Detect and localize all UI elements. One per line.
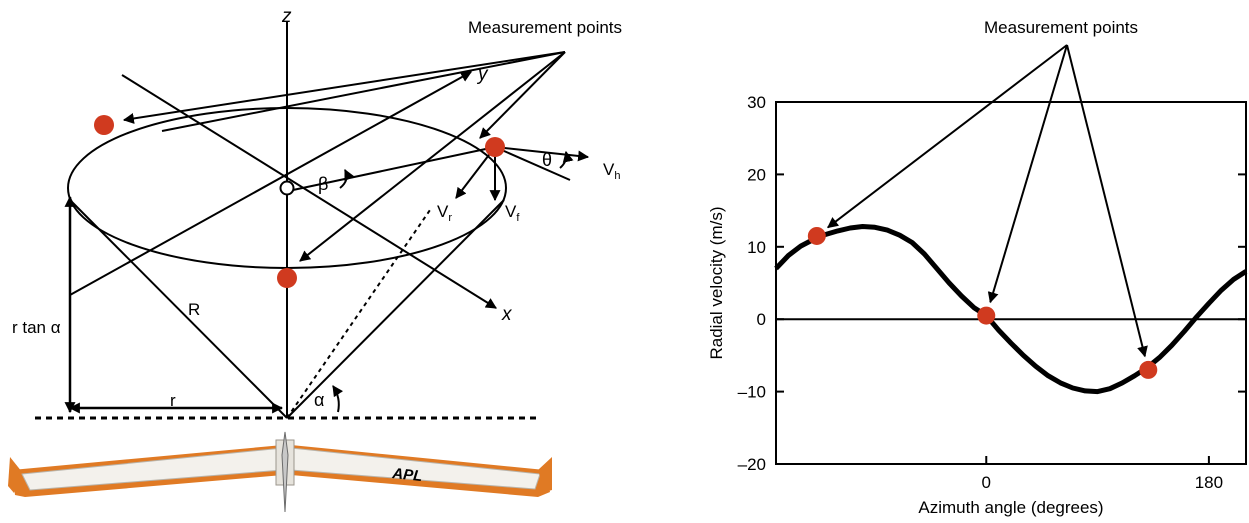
x-ticks: 0 180 [982, 456, 1223, 492]
callout-arrow-4 [161, 51, 566, 132]
r-label: r [170, 391, 176, 410]
dashed-beam-line [286, 209, 431, 419]
aircraft-image: APL [8, 431, 552, 513]
plot-frame [775, 101, 1247, 465]
y-tick-label: 0 [757, 310, 766, 329]
measurement-points [807, 226, 1158, 379]
aircraft-winglet-right [538, 457, 552, 492]
y-tick-label: 20 [747, 165, 766, 184]
x-axis [121, 74, 497, 309]
cone-line-right [286, 199, 505, 419]
callout-arrow-1 [122, 51, 566, 124]
measurement-points-label: Measurement points [468, 18, 622, 37]
x-axis-title: Azimuth angle (degrees) [918, 498, 1103, 517]
callout-arrow [987, 44, 1068, 304]
callout-arrow [1066, 44, 1148, 358]
y-tick-label: –20 [738, 455, 766, 474]
measurement-point-left [94, 115, 114, 135]
aircraft-marking: APL [391, 465, 424, 485]
x-tick-label: 180 [1195, 473, 1223, 492]
x-tick-label: 0 [982, 473, 991, 492]
measurement-point-right [485, 137, 505, 157]
measurement-point [807, 226, 826, 245]
chart-annotation: Measurement points [984, 18, 1138, 37]
y-ticks: –20 –10 0 10 20 30 [738, 93, 1246, 474]
z-axis-label: z [281, 6, 292, 27]
y-axis [69, 71, 472, 296]
theta-label: θ [542, 150, 552, 170]
y-tick-label: –10 [738, 383, 766, 402]
vr-label: Vr [437, 202, 452, 224]
R-label: R [188, 300, 200, 319]
y-tick-label: 10 [747, 238, 766, 257]
x-axis-label: x [501, 304, 513, 325]
radial-velocity-series [774, 224, 1248, 395]
geometry-diagram: Measurement points z y x β θ Vh Vr Vf R … [8, 6, 622, 513]
aircraft-winglet-left [8, 457, 22, 493]
vh-vector [494, 146, 590, 162]
measurement-point-bottom [277, 268, 297, 288]
measurement-point [1139, 360, 1158, 379]
vf-label: Vf [505, 202, 520, 224]
cone-line-left [69, 199, 288, 419]
beta-label: β [318, 174, 328, 194]
theta-reference-line [494, 146, 571, 181]
r-tan-alpha-label: r tan α [12, 318, 61, 337]
y-axis-label: y [476, 64, 489, 85]
alpha-label: α [314, 390, 324, 410]
chart-callouts [827, 44, 1148, 358]
origin-marker [279, 180, 295, 196]
theta-arc [559, 150, 574, 169]
radius-line [292, 146, 496, 191]
callout-arrow-2 [479, 51, 566, 139]
y-axis-title: Radial velocity (m/s) [707, 206, 726, 359]
vh-label: Vh [603, 160, 620, 182]
callout-arrow-3 [299, 51, 566, 262]
y-tick-label: 30 [747, 93, 766, 112]
alpha-arc [332, 385, 344, 413]
velocity-chart: –20 –10 0 10 20 30 0 180 Measurement points Az… [707, 18, 1248, 517]
measurement-point [977, 306, 996, 325]
vr-vector [455, 146, 496, 199]
callout-arrow [827, 44, 1068, 229]
aircraft-propeller [281, 431, 289, 513]
